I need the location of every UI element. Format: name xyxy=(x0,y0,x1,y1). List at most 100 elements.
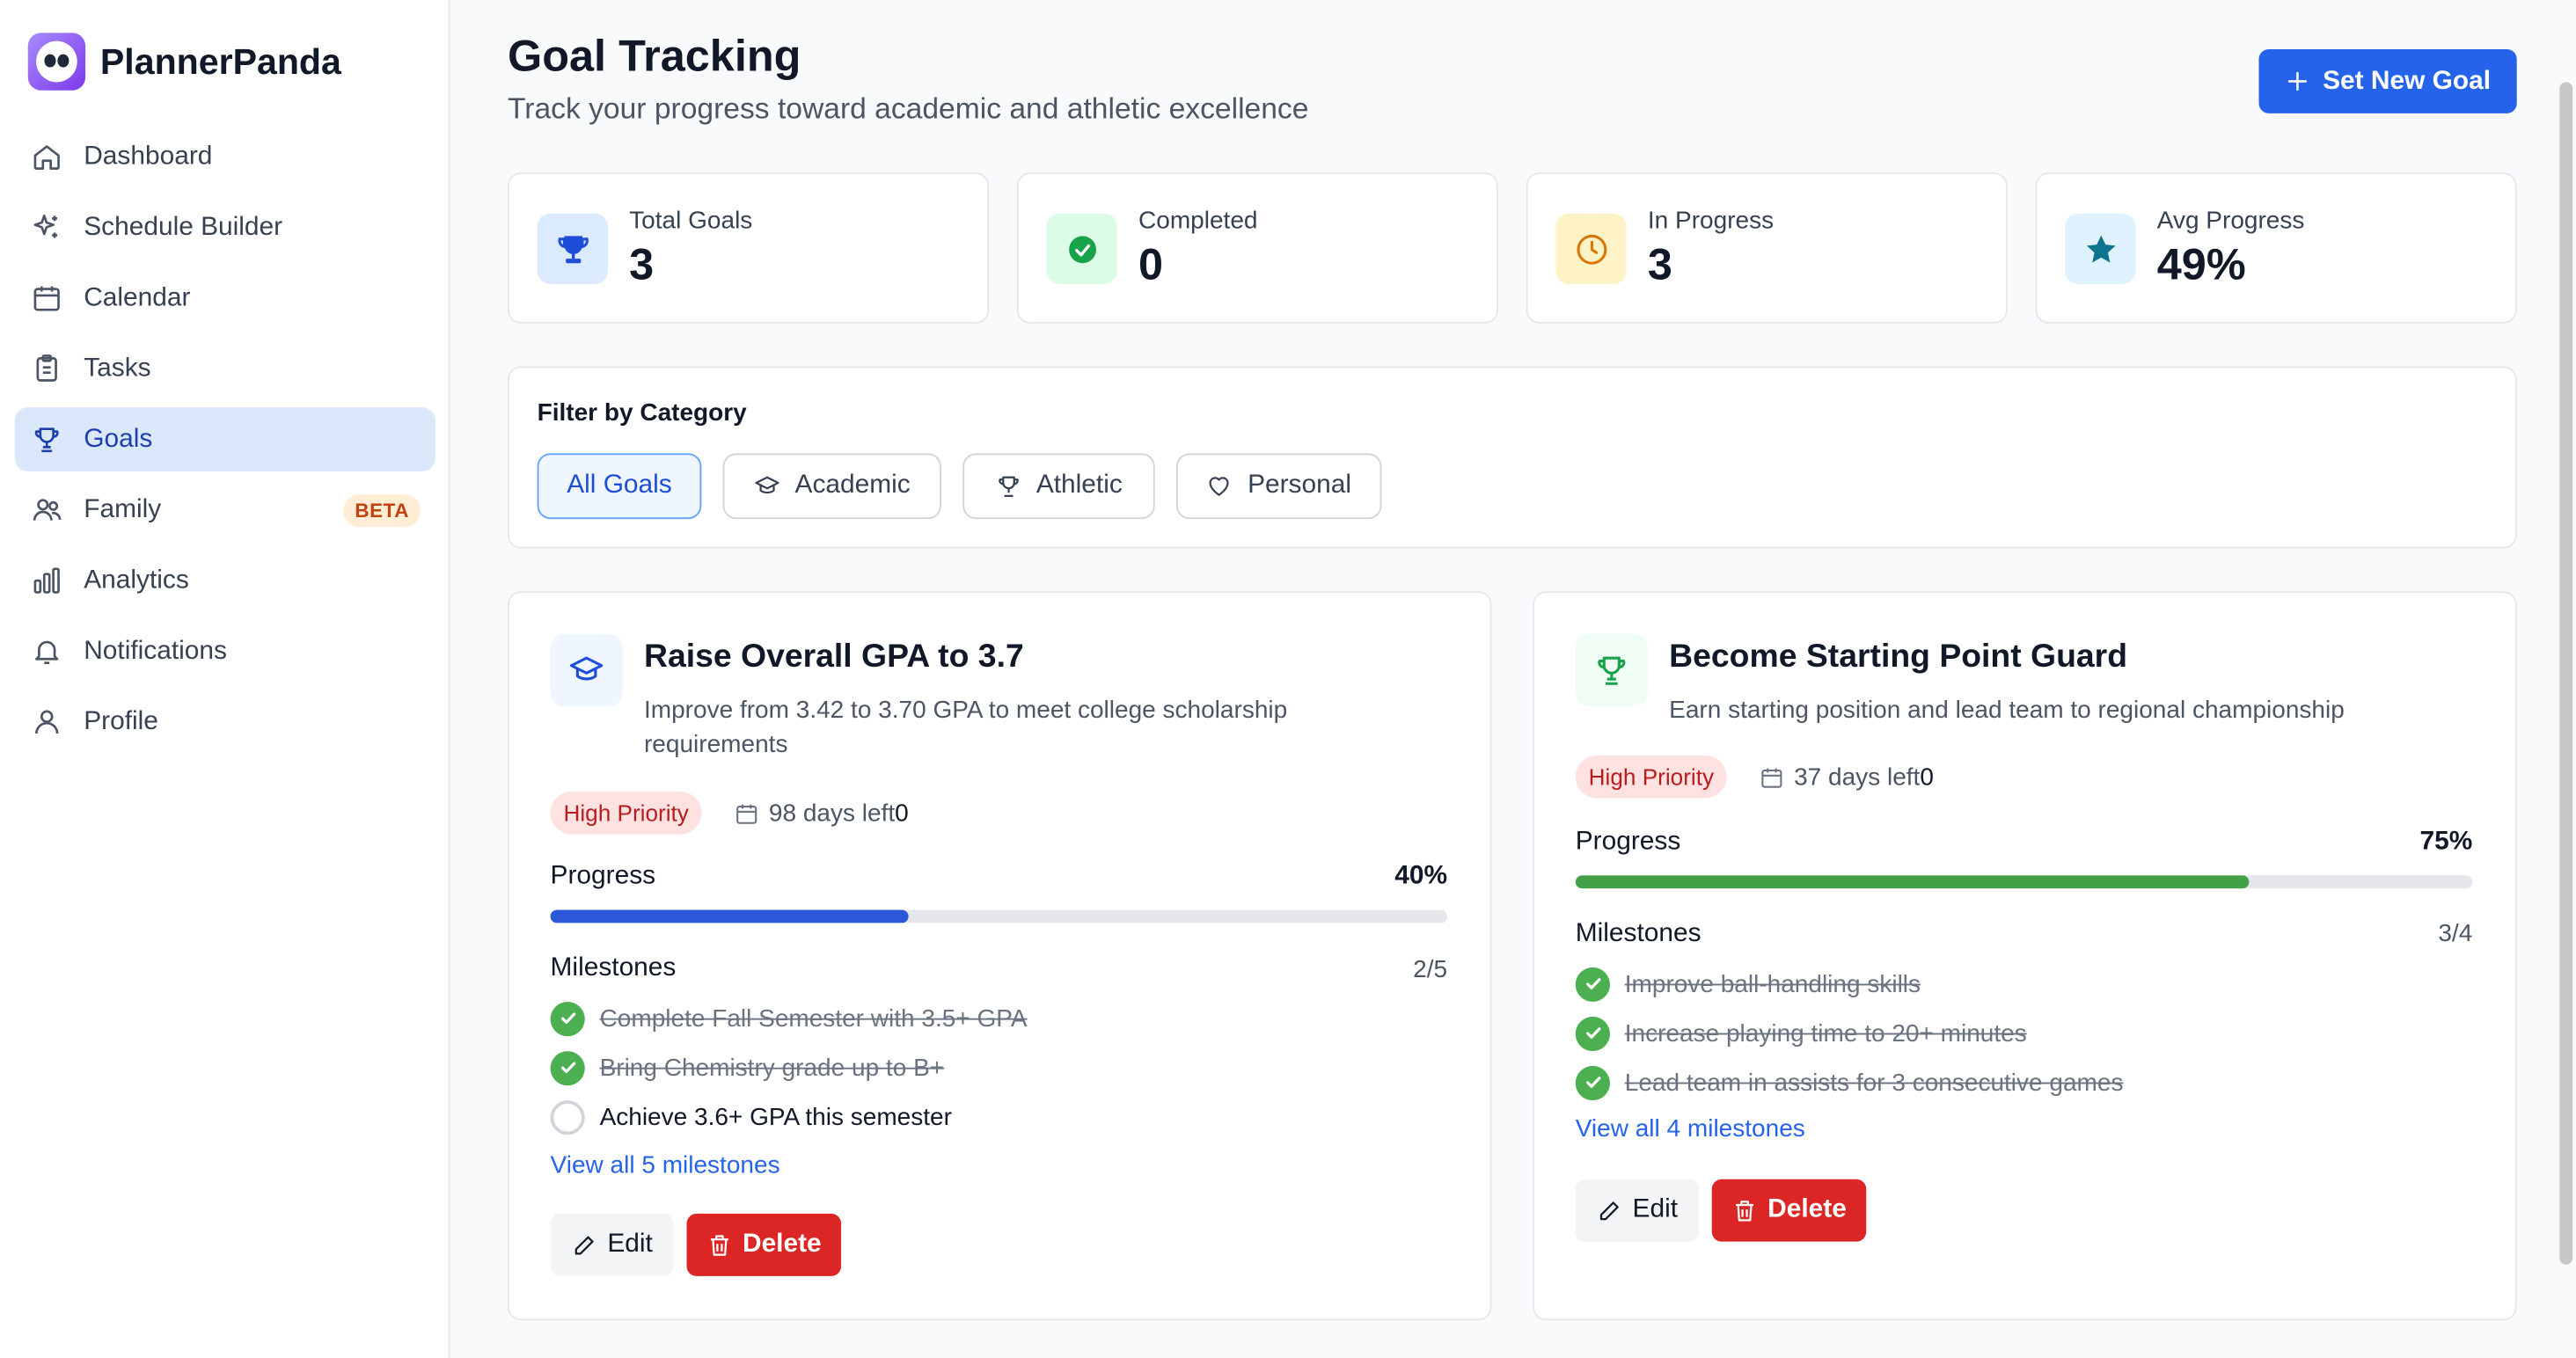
trash-icon xyxy=(710,1235,728,1256)
progress-bar-fill xyxy=(550,909,910,924)
sidebar-item-notifications[interactable]: Notifications xyxy=(15,619,435,683)
sidebar-item-label: Calendar xyxy=(84,283,191,311)
trophy-icon xyxy=(537,213,608,285)
sidebar-item-dashboard[interactable]: Dashboard xyxy=(15,125,435,189)
trash-icon xyxy=(1736,1201,1754,1222)
stat-value: 49% xyxy=(2156,239,2246,289)
delete-button[interactable]: Delete xyxy=(1711,1179,1867,1242)
progress-label: Progress xyxy=(1575,828,1681,856)
sidebar-item-schedule-builder[interactable]: Schedule Builder xyxy=(15,195,435,259)
milestone-item: Complete Fall Semester with 3.5+ GPA xyxy=(550,1000,1028,1036)
sidebar-item-analytics[interactable]: Analytics xyxy=(15,549,435,613)
goal-card: Become Starting Point Guard Earn startin… xyxy=(1533,591,2517,1321)
days-left: 98 days left0 xyxy=(735,792,909,835)
page-scrollbar[interactable] xyxy=(2559,82,2573,1265)
days-left-text: 98 days left xyxy=(768,799,896,828)
sidebar-item-label: Family xyxy=(84,494,162,523)
brand[interactable]: PlannerPanda xyxy=(27,33,341,91)
milestone-item: Increase playing time to 20+ minutes xyxy=(1575,1015,2027,1051)
stat-label: Total Goals xyxy=(629,207,753,236)
view-all-milestones-link[interactable]: View all 4 milestones xyxy=(1575,1114,1805,1143)
stat-label: Completed xyxy=(1138,207,1258,236)
set-new-goal-button[interactable]: Set New Goal xyxy=(2258,49,2517,113)
bell-icon xyxy=(35,640,59,665)
view-all-milestones-link[interactable]: View all 5 milestones xyxy=(550,1150,780,1179)
sidebar-item-profile[interactable]: Profile xyxy=(15,690,435,754)
sidebar: PlannerPanda Dashboard Schedule Builder … xyxy=(0,0,450,1358)
graduation-cap-icon xyxy=(550,633,623,706)
calendar-icon xyxy=(1761,767,1782,787)
edit-button[interactable]: Edit xyxy=(550,1213,674,1276)
star-icon xyxy=(2065,213,2136,285)
sidebar-item-family[interactable]: Family BETA xyxy=(15,478,435,542)
edit-label: Edit xyxy=(607,1230,653,1259)
filter-label: Academic xyxy=(794,471,911,500)
sidebar-item-calendar[interactable]: Calendar xyxy=(15,266,435,331)
pencil-icon xyxy=(1599,1201,1619,1221)
milestones-count: 3/4 xyxy=(2438,919,2473,948)
milestones-count: 2/5 xyxy=(1413,955,1448,984)
check-circle-icon[interactable] xyxy=(1575,1064,1610,1100)
milestone-item: Lead team in assists for 3 consecutive g… xyxy=(1575,1064,2124,1100)
days-left-text: 37 days left xyxy=(1794,763,1921,792)
check-circle-icon[interactable] xyxy=(550,1050,585,1085)
sidebar-item-goals[interactable]: Goals xyxy=(14,407,435,471)
sidebar-item-label: Dashboard xyxy=(84,142,213,171)
sidebar-item-label: Schedule Builder xyxy=(84,212,283,241)
check-circle-icon[interactable] xyxy=(1575,966,1610,1002)
milestone-text: Increase playing time to 20+ minutes xyxy=(1624,1018,2027,1048)
check-circle-icon[interactable] xyxy=(1575,1015,1610,1051)
check-circle-icon xyxy=(1046,213,1117,285)
filter-label: Personal xyxy=(1248,471,1352,500)
milestone-text: Bring Chemistry grade up to B+ xyxy=(599,1053,945,1082)
clock-icon xyxy=(1555,213,1627,285)
beta-badge: BETA xyxy=(343,494,421,528)
bar-chart-icon xyxy=(33,567,60,594)
filter-academic[interactable]: Academic xyxy=(722,453,941,520)
progress-bar xyxy=(550,909,1448,924)
sidebar-item-label: Tasks xyxy=(84,354,151,383)
user-icon xyxy=(35,710,59,734)
milestone-text: Lead team in assists for 3 consecutive g… xyxy=(1624,1068,2124,1097)
calendar-icon xyxy=(33,286,60,311)
category-filter: Filter by Category All Goals Academic At… xyxy=(507,366,2517,549)
sidebar-nav: Dashboard Schedule Builder Calendar Task… xyxy=(14,125,435,761)
trophy-icon xyxy=(998,476,1019,498)
priority-badge: High Priority xyxy=(1575,755,1727,799)
stat-value: 3 xyxy=(1647,239,1672,289)
trophy-icon xyxy=(34,427,59,453)
sidebar-item-label: Analytics xyxy=(84,566,189,595)
filter-athletic[interactable]: Athletic xyxy=(962,453,1155,520)
sidebar-item-label: Goals xyxy=(84,424,153,453)
filter-all-goals[interactable]: All Goals xyxy=(537,453,702,520)
priority-badge: High Priority xyxy=(550,792,702,835)
progress-bar xyxy=(1575,875,2473,889)
stat-card-completed: Completed 0 xyxy=(1016,172,1498,324)
filter-personal[interactable]: Personal xyxy=(1175,453,1382,520)
delete-label: Delete xyxy=(1767,1195,1847,1224)
trophy-icon xyxy=(1575,633,1648,706)
empty-circle-icon[interactable] xyxy=(550,1099,585,1135)
filter-label: Athletic xyxy=(1036,471,1123,500)
stat-value: 0 xyxy=(1138,239,1164,289)
check-circle-icon[interactable] xyxy=(550,1001,585,1036)
delete-button[interactable]: Delete xyxy=(686,1213,842,1276)
sparkles-icon xyxy=(33,214,58,238)
filter-title: Filter by Category xyxy=(537,398,747,427)
plus-icon xyxy=(2287,71,2307,91)
progress-percent: 40% xyxy=(1394,862,1448,891)
milestone-text: Achieve 3.6+ GPA this semester xyxy=(599,1102,952,1131)
sidebar-item-tasks[interactable]: Tasks xyxy=(15,337,435,401)
clipboard-icon xyxy=(36,354,57,382)
days-left-suffix: 0 xyxy=(895,799,909,828)
milestone-item: Improve ball-handling skills xyxy=(1575,966,1921,1002)
page-title: Goal Tracking xyxy=(507,31,801,81)
stat-label: In Progress xyxy=(1647,207,1775,236)
milestones-label: Milestones xyxy=(550,953,677,982)
stat-label: Avg Progress xyxy=(2156,207,2305,236)
users-icon xyxy=(33,499,62,521)
days-left-suffix: 0 xyxy=(1920,763,1934,792)
edit-button[interactable]: Edit xyxy=(1575,1179,1699,1242)
set-new-goal-label: Set New Goal xyxy=(2323,66,2492,95)
milestones-label: Milestones xyxy=(1575,919,1701,948)
